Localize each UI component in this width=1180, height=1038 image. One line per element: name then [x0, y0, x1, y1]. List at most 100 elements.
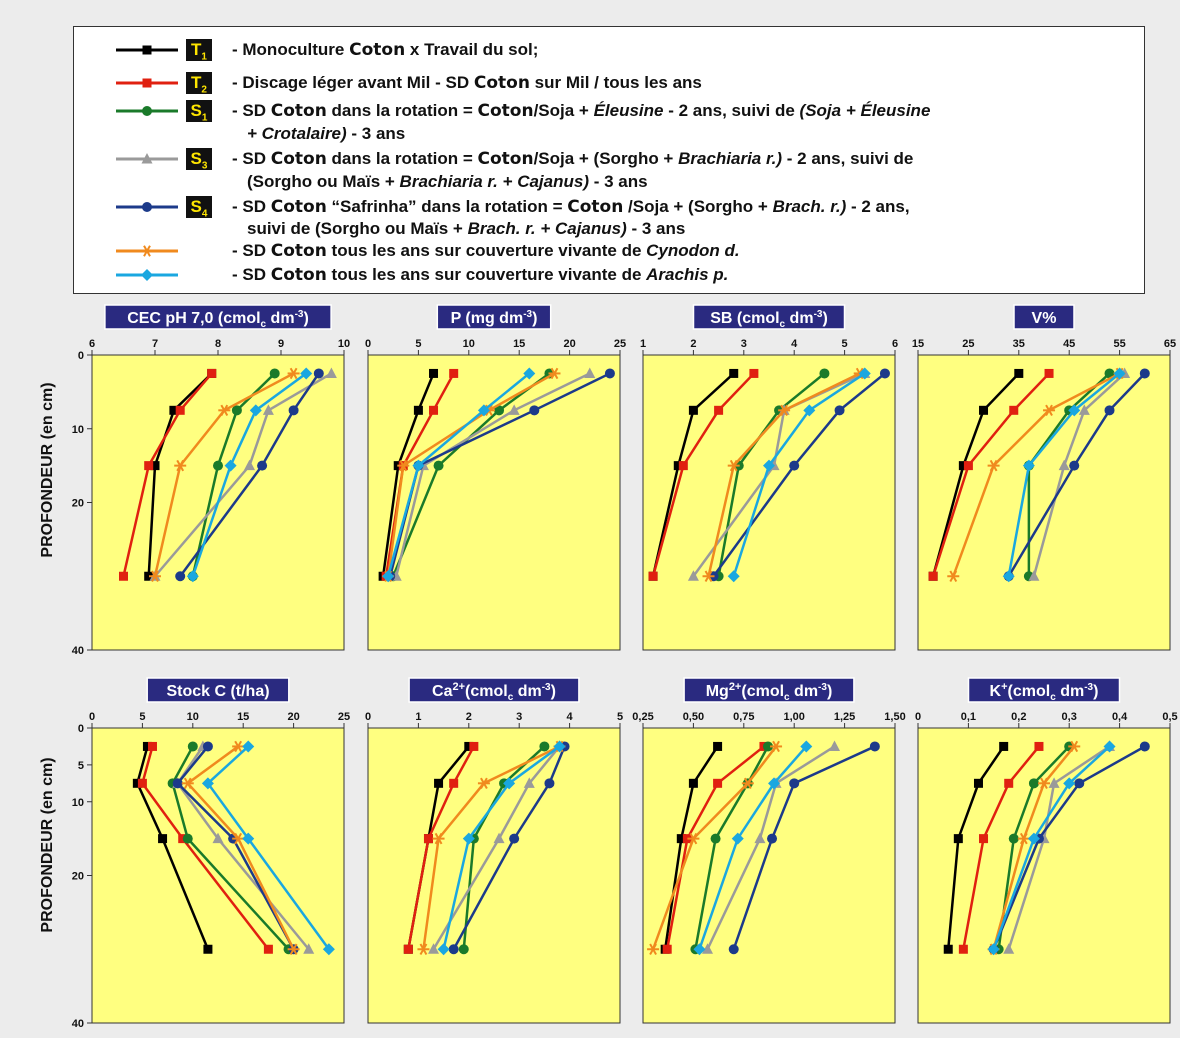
- data-point: [523, 367, 536, 380]
- x-tick-label: 10: [463, 338, 475, 350]
- x-tick-label: 3: [516, 711, 522, 723]
- x-tick-label: 15: [513, 338, 525, 350]
- x-tick-label: 5: [617, 711, 623, 723]
- data-point: [1048, 777, 1060, 788]
- series-line: [694, 745, 770, 950]
- data-point: [789, 460, 800, 471]
- x-tick-label: 4: [791, 338, 798, 350]
- series-line: [452, 745, 566, 950]
- data-point: [493, 832, 505, 844]
- series-line: [712, 372, 886, 577]
- x-tick-label: 20: [287, 711, 299, 723]
- legend-symbol-cynodon: [116, 245, 178, 257]
- data-point: [429, 405, 439, 415]
- series-line: [1007, 745, 1111, 950]
- data-point: [434, 778, 444, 788]
- data-point: [325, 367, 337, 378]
- data-point: [262, 404, 274, 415]
- data-point: [1078, 404, 1090, 415]
- series-line: [386, 372, 531, 577]
- series-t1: [943, 741, 1009, 954]
- series-line: [997, 745, 1071, 950]
- series-cynodon: [181, 740, 300, 955]
- data-point: [449, 368, 459, 378]
- data-point: [144, 571, 154, 581]
- chart-title: P (mg dm-3): [451, 309, 538, 327]
- data-point: [682, 834, 692, 844]
- data-point: [1034, 741, 1044, 751]
- data-point: [1103, 740, 1116, 753]
- data-point: [879, 368, 890, 379]
- data-point: [1008, 833, 1019, 844]
- data-point: [1113, 367, 1126, 380]
- legend-marker-s3: [141, 153, 153, 164]
- data-point: [963, 461, 973, 471]
- x-tick-label: 10: [338, 338, 350, 350]
- series-line: [732, 745, 876, 950]
- data-point: [1104, 405, 1115, 416]
- x-tick-label: 0: [915, 711, 921, 723]
- x-tick-label: 1,00: [783, 711, 804, 723]
- x-tick-label: 10: [187, 711, 199, 723]
- data-point: [448, 944, 459, 955]
- data-point: [300, 367, 313, 380]
- data-point: [987, 943, 1000, 956]
- x-tick-label: 0,75: [733, 711, 754, 723]
- series-line: [1007, 372, 1146, 577]
- data-point: [754, 832, 766, 844]
- data-point: [762, 741, 773, 752]
- x-tick-label: 55: [1113, 338, 1125, 350]
- series-line: [992, 745, 1076, 950]
- plot-area: [917, 727, 1171, 1024]
- x-tick-label: 25: [962, 338, 974, 350]
- series-line: [707, 372, 861, 577]
- data-point: [174, 459, 187, 472]
- series-line: [931, 372, 1020, 577]
- data-point: [688, 778, 698, 788]
- chart-title: SB (cmolc dm-3): [710, 309, 828, 330]
- x-tick-label: 6: [892, 338, 898, 350]
- y-tick-label: 10: [72, 797, 84, 809]
- data-point: [175, 405, 185, 415]
- data-point: [731, 832, 744, 845]
- chart-2: P (mg dm-3) 0 5 10 15 20 25: [365, 304, 626, 651]
- legend-symbol-s1: [116, 106, 178, 116]
- series-line: [1032, 372, 1126, 577]
- data-point: [257, 460, 268, 471]
- x-tick-label: 15: [237, 711, 249, 723]
- data-point: [678, 461, 688, 471]
- legend: T1 - Monoculture Coton x Travail du sol;…: [73, 26, 1145, 294]
- chart-title: Stock C (t/ha): [166, 683, 269, 700]
- data-point: [714, 405, 724, 415]
- legend-symbol-s3: [116, 153, 178, 164]
- data-point: [232, 832, 245, 845]
- legend-marker-t2: [142, 78, 152, 88]
- series-line: [946, 745, 1005, 950]
- x-tick-label: 0,5: [1162, 711, 1177, 723]
- data-point: [544, 778, 555, 789]
- data-point: [763, 459, 775, 472]
- data-point: [702, 943, 714, 954]
- data-point: [539, 741, 550, 752]
- series-line: [432, 745, 561, 950]
- data-point: [1068, 404, 1081, 417]
- series-line: [395, 372, 591, 577]
- badge-t1: T1: [186, 39, 212, 62]
- chart-title-box: [683, 677, 855, 703]
- plot-area: [642, 727, 896, 1024]
- data-point: [412, 459, 425, 472]
- data-point: [403, 944, 413, 954]
- data-point: [178, 834, 188, 844]
- data-point: [119, 571, 128, 581]
- x-tick-label: 1,50: [884, 711, 905, 723]
- data-point: [647, 943, 660, 955]
- data-point: [458, 944, 469, 955]
- data-point: [958, 461, 968, 471]
- data-point: [494, 405, 505, 416]
- data-point: [604, 368, 615, 379]
- series-line: [141, 746, 270, 951]
- data-point: [263, 944, 273, 954]
- data-point: [662, 944, 672, 954]
- data-point: [1002, 570, 1015, 583]
- y-tick-label: 0: [78, 723, 84, 735]
